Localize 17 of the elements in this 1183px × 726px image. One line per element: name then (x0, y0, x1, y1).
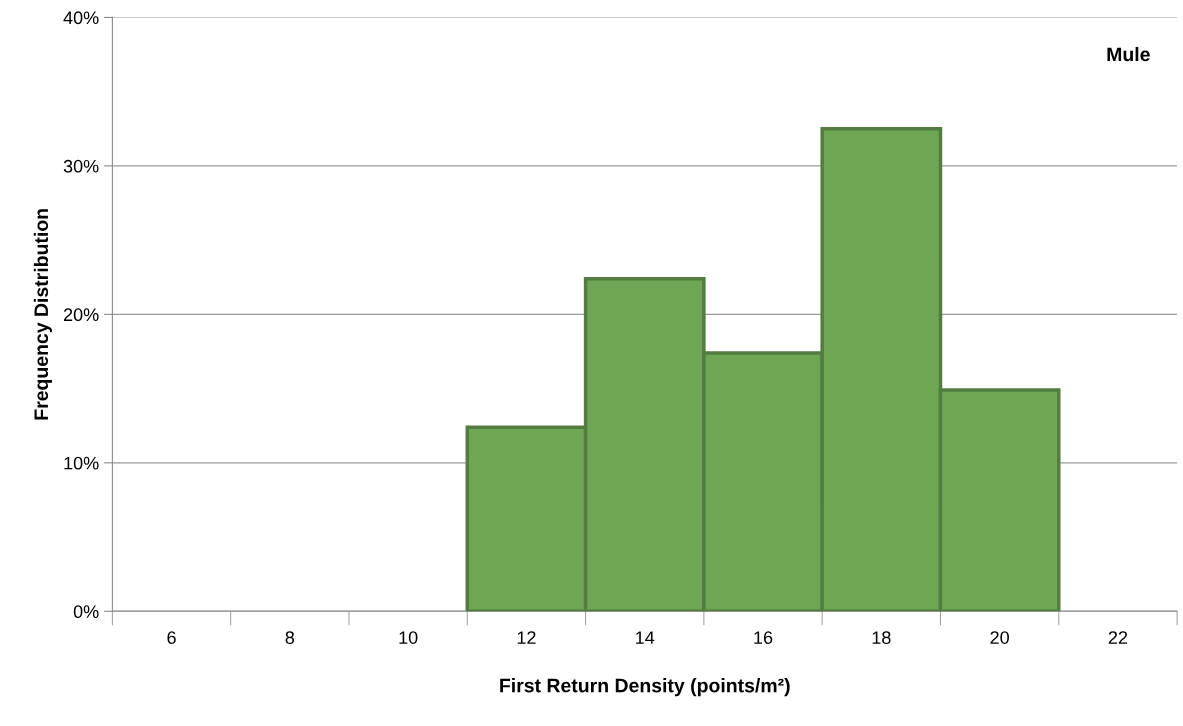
x-tick-label: 16 (754, 631, 773, 644)
x-tick-label: 18 (872, 631, 891, 644)
x-tick-label: 14 (636, 631, 655, 644)
y-tick-label: 40% (63, 11, 99, 25)
annotation: Mule (1107, 46, 1150, 62)
x-tick-label: 10 (399, 631, 418, 644)
x-tick-label: 6 (167, 631, 176, 644)
x-tick-label: 20 (990, 631, 1009, 644)
x-axis-title: First Return Density (points/m²) (500, 678, 790, 697)
x-tick-label: 12 (517, 631, 536, 644)
y-tick-label: 0% (73, 605, 99, 619)
y-tick-label: 30% (63, 159, 99, 173)
y-tick-label: 10% (64, 456, 99, 470)
y-axis-title: Frequency Distribution (33, 209, 52, 420)
y-tick-label: 20% (63, 308, 99, 322)
x-tick-label: 8 (285, 631, 295, 644)
x-tick-label: 22 (1108, 631, 1128, 644)
